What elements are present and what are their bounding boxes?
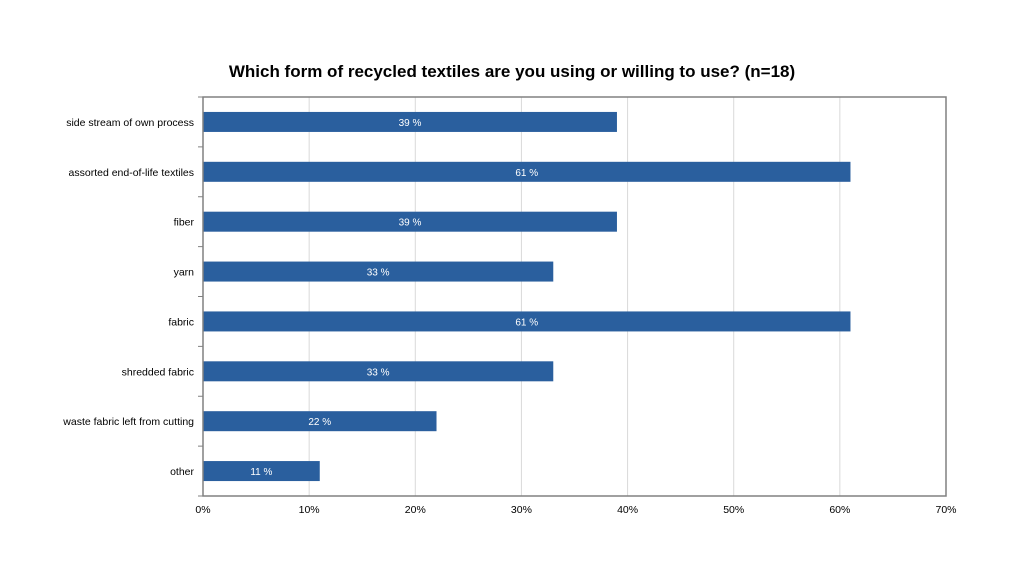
bar bbox=[203, 311, 851, 332]
category-label: shredded fabric bbox=[122, 366, 194, 378]
data-label: 33 % bbox=[367, 367, 390, 378]
bar bbox=[203, 211, 617, 232]
category-label: fiber bbox=[174, 217, 195, 229]
category-label: side stream of own process bbox=[66, 117, 194, 129]
category-label: assorted end-of-life textiles bbox=[69, 167, 194, 179]
data-label: 61 % bbox=[515, 168, 538, 179]
x-tick-label: 70% bbox=[935, 504, 956, 516]
x-tick-label: 20% bbox=[405, 504, 426, 516]
data-label: 11 % bbox=[250, 467, 272, 478]
bar bbox=[203, 461, 320, 482]
x-tick-label: 0% bbox=[195, 504, 210, 516]
bar bbox=[203, 261, 554, 282]
bar bbox=[203, 161, 851, 182]
data-label: 61 % bbox=[515, 317, 538, 328]
bar bbox=[203, 361, 554, 382]
bar bbox=[203, 411, 437, 432]
x-tick-label: 60% bbox=[829, 504, 850, 516]
chart-title: Which form of recycled textiles are you … bbox=[228, 62, 796, 81]
bar bbox=[203, 111, 617, 132]
data-label: 39 % bbox=[399, 218, 422, 229]
category-label: waste fabric left from cutting bbox=[62, 416, 194, 428]
data-label: 22 % bbox=[308, 417, 331, 428]
plot-border bbox=[202, 96, 947, 497]
category-label: other bbox=[170, 466, 194, 478]
x-tick-label: 30% bbox=[511, 504, 532, 516]
x-tick-label: 50% bbox=[723, 504, 744, 516]
category-label: fabric bbox=[168, 316, 194, 328]
x-tick-label: 40% bbox=[617, 504, 638, 516]
data-label: 33 % bbox=[367, 268, 390, 279]
category-label: yarn bbox=[174, 267, 195, 279]
x-tick-label: 10% bbox=[299, 504, 320, 516]
data-label: 39 % bbox=[399, 118, 422, 129]
